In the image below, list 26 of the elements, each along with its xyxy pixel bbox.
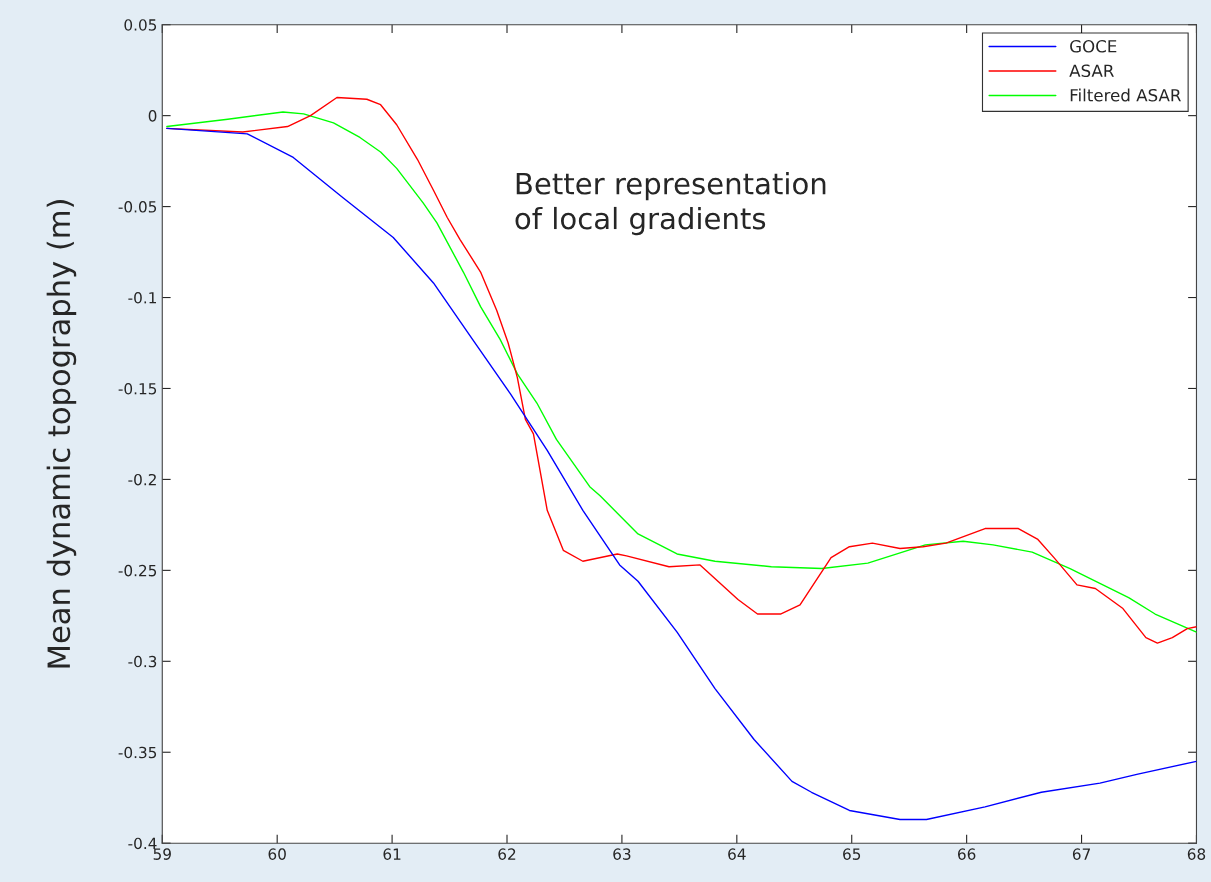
y-tick-label: -0.1 (128, 291, 156, 304)
x-tick-label: 59 (153, 848, 171, 860)
y-tick-label: -0.05 (118, 201, 157, 213)
y-tick-label: -0.2 (128, 473, 156, 486)
x-tick-label: 63 (613, 848, 631, 860)
y-tick-label: 0 (148, 110, 157, 122)
x-tick-label: 68 (1187, 848, 1206, 860)
x-tick-label: 66 (957, 848, 976, 860)
y-tick-label: -0.3 (128, 655, 157, 668)
legend-label: ASAR (1069, 64, 1114, 78)
legend-label: GOCE (1070, 39, 1117, 53)
y-tick-label: -0.35 (118, 746, 157, 759)
x-tick-label: 65 (843, 848, 861, 860)
annotation: Better representation of local gradients (515, 172, 826, 236)
x-tick-label: 61 (383, 848, 401, 860)
y-tick-label: -0.15 (118, 382, 157, 395)
x-tick-label: 62 (498, 848, 516, 860)
y-axis-title: Mean dynamic topography (m) (46, 200, 77, 668)
line-series (166, 127, 1197, 821)
x-tick-label: 60 (268, 848, 286, 860)
legend-label: Filtered ASAR (1070, 88, 1181, 102)
y-tick-label: -0.25 (118, 564, 157, 577)
x-tick-label: 67 (1072, 848, 1090, 860)
y-tick-label: -0.4 (128, 837, 157, 850)
x-tick-label: 64 (728, 848, 746, 860)
y-tick-label: 0.05 (124, 19, 157, 31)
